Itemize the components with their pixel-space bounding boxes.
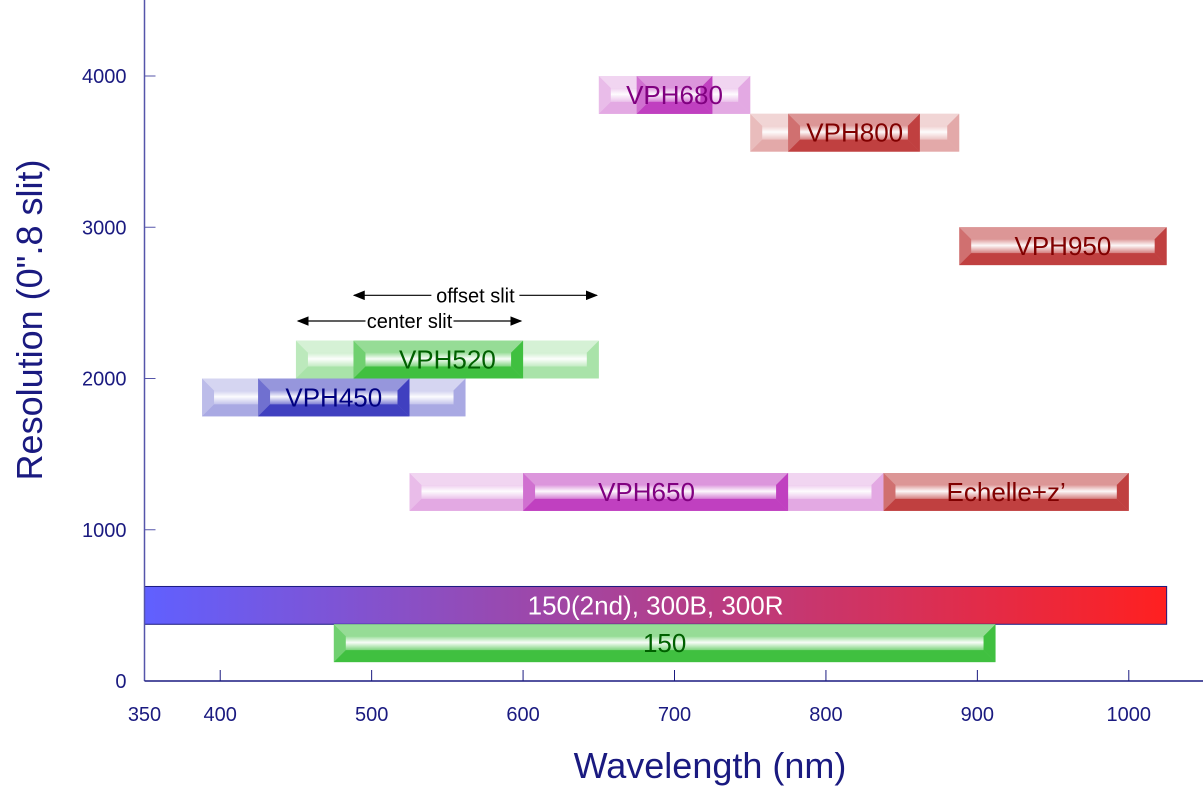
bar-label-vph680: VPH680 bbox=[626, 80, 723, 110]
y-axis-title: Resolution (0".8 slit) bbox=[9, 160, 50, 481]
y-tick-label-0: 0 bbox=[115, 671, 126, 693]
bar-echelle-z: Echelle+z’ bbox=[883, 473, 1129, 511]
bar-150-2nd-300b-300r: 150(2nd), 300B, 300R bbox=[144, 585, 1168, 625]
bars-layer: VPH680 VPH800 VPH950 VPH520 VPH450 VPH650 Eche… bbox=[144, 76, 1168, 663]
annotation-label: offset slit bbox=[436, 285, 515, 307]
x-tick-label-400: 400 bbox=[204, 704, 237, 726]
bar-vph450: VPH450 bbox=[202, 378, 466, 417]
bar-center-range bbox=[959, 227, 1167, 266]
x-tick-label-800: 800 bbox=[809, 704, 842, 726]
x-tick-label-350: 350 bbox=[128, 704, 161, 726]
y-tick-label-1000: 1000 bbox=[82, 520, 127, 542]
bar-center-range bbox=[883, 473, 1129, 511]
bar-center-range bbox=[333, 624, 996, 663]
annotation-center-slit: center slit bbox=[296, 309, 523, 333]
x-tick-label-700: 700 bbox=[658, 704, 691, 726]
axes-layer: 350 400 500 600 700 800 900 1000 0 1000 2000 3000 40… bbox=[82, 0, 1203, 726]
bar-vph520: VPH520 bbox=[295, 340, 599, 379]
bar-center-range bbox=[523, 473, 789, 511]
annotation-label: center slit bbox=[367, 311, 453, 333]
bar-label-vph950: VPH950 bbox=[1015, 231, 1112, 261]
x-tick-label-900: 900 bbox=[961, 704, 994, 726]
bar-150: 150 bbox=[333, 624, 996, 663]
annotations-layer: offset slit center slit bbox=[296, 283, 598, 333]
bar-label-150: 150 bbox=[643, 628, 686, 658]
x-axis-title: Wavelength (nm) bbox=[574, 745, 847, 786]
y-tick-label-4000: 4000 bbox=[82, 66, 127, 88]
bar-label-vph450: VPH450 bbox=[285, 382, 382, 412]
bar-vph680: VPH680 bbox=[598, 76, 751, 114]
bar-label-echelle-z: Echelle+z’ bbox=[947, 477, 1066, 507]
bar-center-range bbox=[636, 76, 713, 114]
bar-vph800: VPH800 bbox=[750, 113, 960, 152]
annotation-offset-slit: offset slit bbox=[352, 283, 598, 307]
bar-center-range bbox=[788, 113, 920, 152]
bar-center-range bbox=[258, 378, 410, 417]
y-tick-label-2000: 2000 bbox=[82, 369, 127, 391]
bar-label-vph800: VPH800 bbox=[806, 118, 903, 148]
bar-label-vph520: VPH520 bbox=[399, 345, 496, 375]
bar-vph650: VPH650 bbox=[409, 473, 884, 511]
x-tick-label-1000: 1000 bbox=[1107, 704, 1152, 726]
bar-label-vph650: VPH650 bbox=[598, 477, 695, 507]
bar-vph950: VPH950 bbox=[959, 227, 1167, 266]
x-tick-label-500: 500 bbox=[355, 704, 388, 726]
y-tick-label-3000: 3000 bbox=[82, 217, 127, 239]
bar-label-150-2nd-300b-300r: 150(2nd), 300B, 300R bbox=[528, 590, 784, 620]
x-tick-label-600: 600 bbox=[506, 704, 539, 726]
bar-center-range bbox=[353, 340, 524, 379]
